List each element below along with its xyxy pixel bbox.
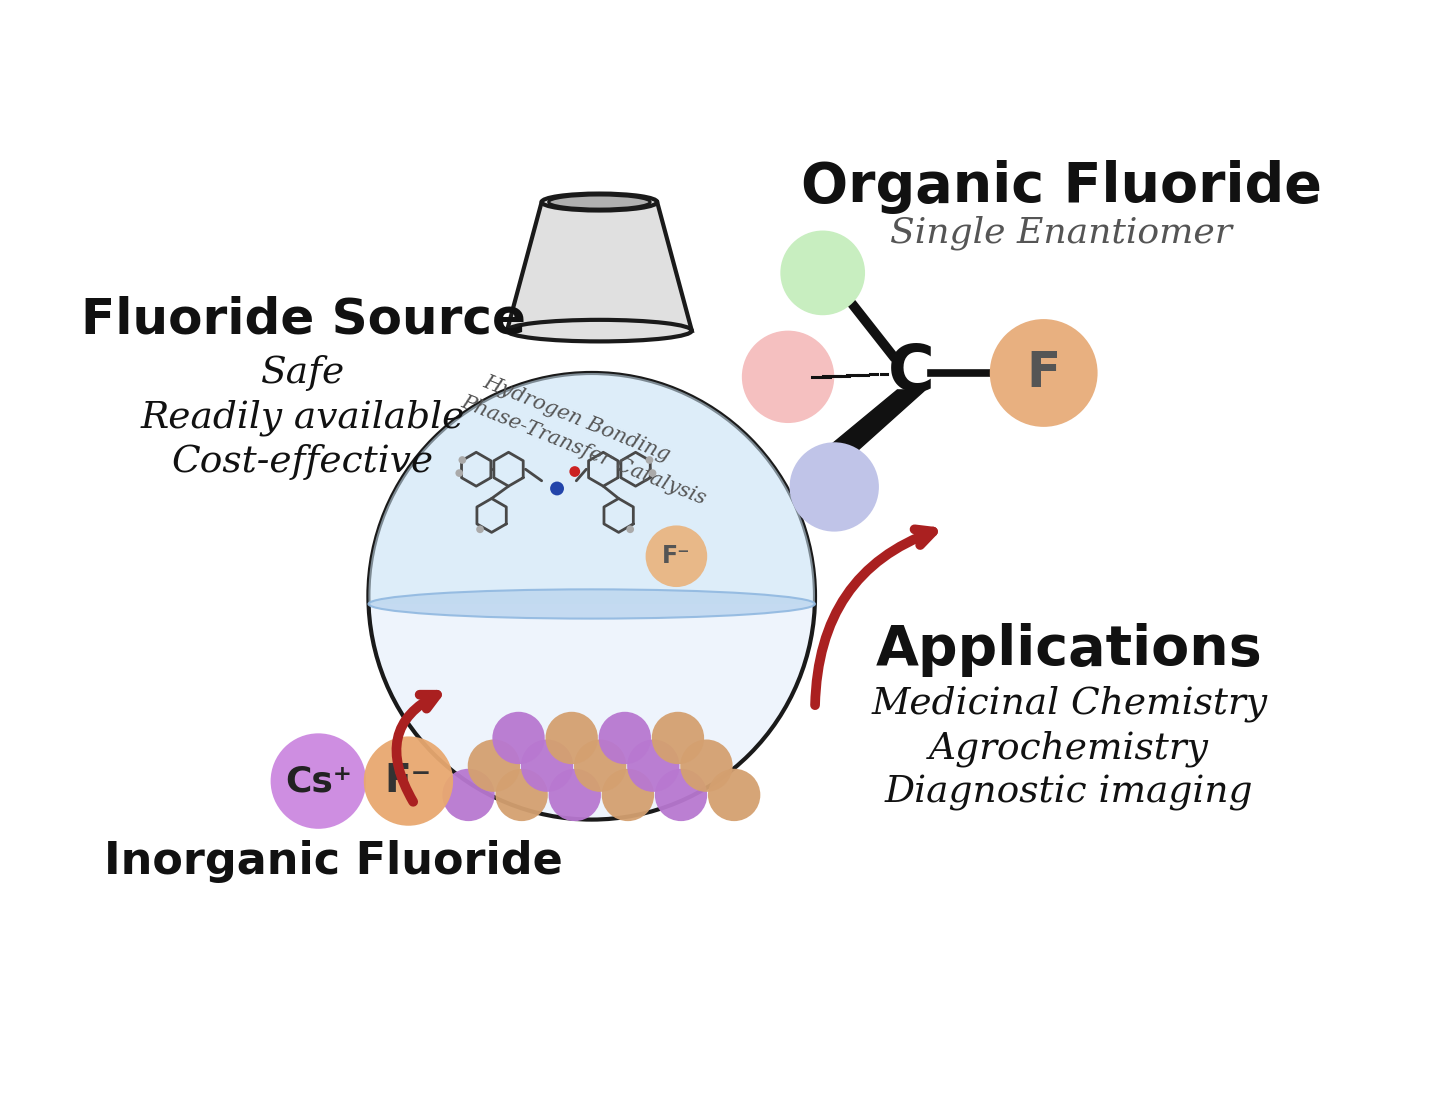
Text: Phase-Transfer Catalysis: Phase-Transfer Catalysis xyxy=(459,392,710,508)
Circle shape xyxy=(492,712,544,764)
Circle shape xyxy=(602,769,654,821)
Circle shape xyxy=(628,740,680,792)
Circle shape xyxy=(789,442,878,532)
Circle shape xyxy=(680,740,733,792)
Ellipse shape xyxy=(541,194,657,210)
Polygon shape xyxy=(818,389,924,457)
Circle shape xyxy=(645,526,707,587)
Text: Medicinal Chemistry: Medicinal Chemistry xyxy=(871,686,1267,723)
Text: Agrochemistry: Agrochemistry xyxy=(929,731,1210,767)
Text: F⁻: F⁻ xyxy=(384,762,432,800)
Polygon shape xyxy=(507,203,691,330)
Circle shape xyxy=(455,469,464,477)
Circle shape xyxy=(599,712,651,764)
Text: Single Enantiomer: Single Enantiomer xyxy=(890,216,1233,250)
Text: Organic Fluoride: Organic Fluoride xyxy=(801,160,1322,214)
Text: Inorganic Fluoride: Inorganic Fluoride xyxy=(104,840,563,883)
Circle shape xyxy=(549,769,600,821)
Circle shape xyxy=(442,769,495,821)
Text: F⁻: F⁻ xyxy=(662,544,691,568)
Circle shape xyxy=(271,733,366,829)
Ellipse shape xyxy=(369,590,815,619)
Circle shape xyxy=(569,467,580,477)
Circle shape xyxy=(575,740,626,792)
Circle shape xyxy=(652,712,704,764)
Circle shape xyxy=(648,469,657,477)
Text: Applications: Applications xyxy=(876,623,1263,677)
Text: F: F xyxy=(1027,349,1061,397)
Circle shape xyxy=(780,231,865,316)
Text: Readily available: Readily available xyxy=(141,399,465,436)
Ellipse shape xyxy=(549,195,651,209)
Text: Diagnostic imaging: Diagnostic imaging xyxy=(884,775,1253,811)
Text: Hydrogen Bonding: Hydrogen Bonding xyxy=(480,373,672,466)
Circle shape xyxy=(495,769,547,821)
Ellipse shape xyxy=(507,320,691,341)
Text: Safe: Safe xyxy=(261,355,346,391)
Circle shape xyxy=(708,769,760,821)
Circle shape xyxy=(550,481,564,496)
Text: Fluoride Source: Fluoride Source xyxy=(81,295,526,344)
Polygon shape xyxy=(369,373,815,604)
Circle shape xyxy=(364,736,454,826)
Circle shape xyxy=(626,526,634,533)
Circle shape xyxy=(742,330,834,423)
Circle shape xyxy=(468,740,520,792)
Text: Cs⁺: Cs⁺ xyxy=(285,764,351,798)
Circle shape xyxy=(369,373,815,819)
Circle shape xyxy=(655,769,707,821)
Circle shape xyxy=(458,457,467,464)
Text: C: C xyxy=(888,342,935,404)
Circle shape xyxy=(645,457,654,464)
Circle shape xyxy=(521,740,573,792)
Circle shape xyxy=(989,319,1097,426)
Circle shape xyxy=(477,526,484,533)
Circle shape xyxy=(546,712,598,764)
Text: Cost-effective: Cost-effective xyxy=(171,444,433,480)
